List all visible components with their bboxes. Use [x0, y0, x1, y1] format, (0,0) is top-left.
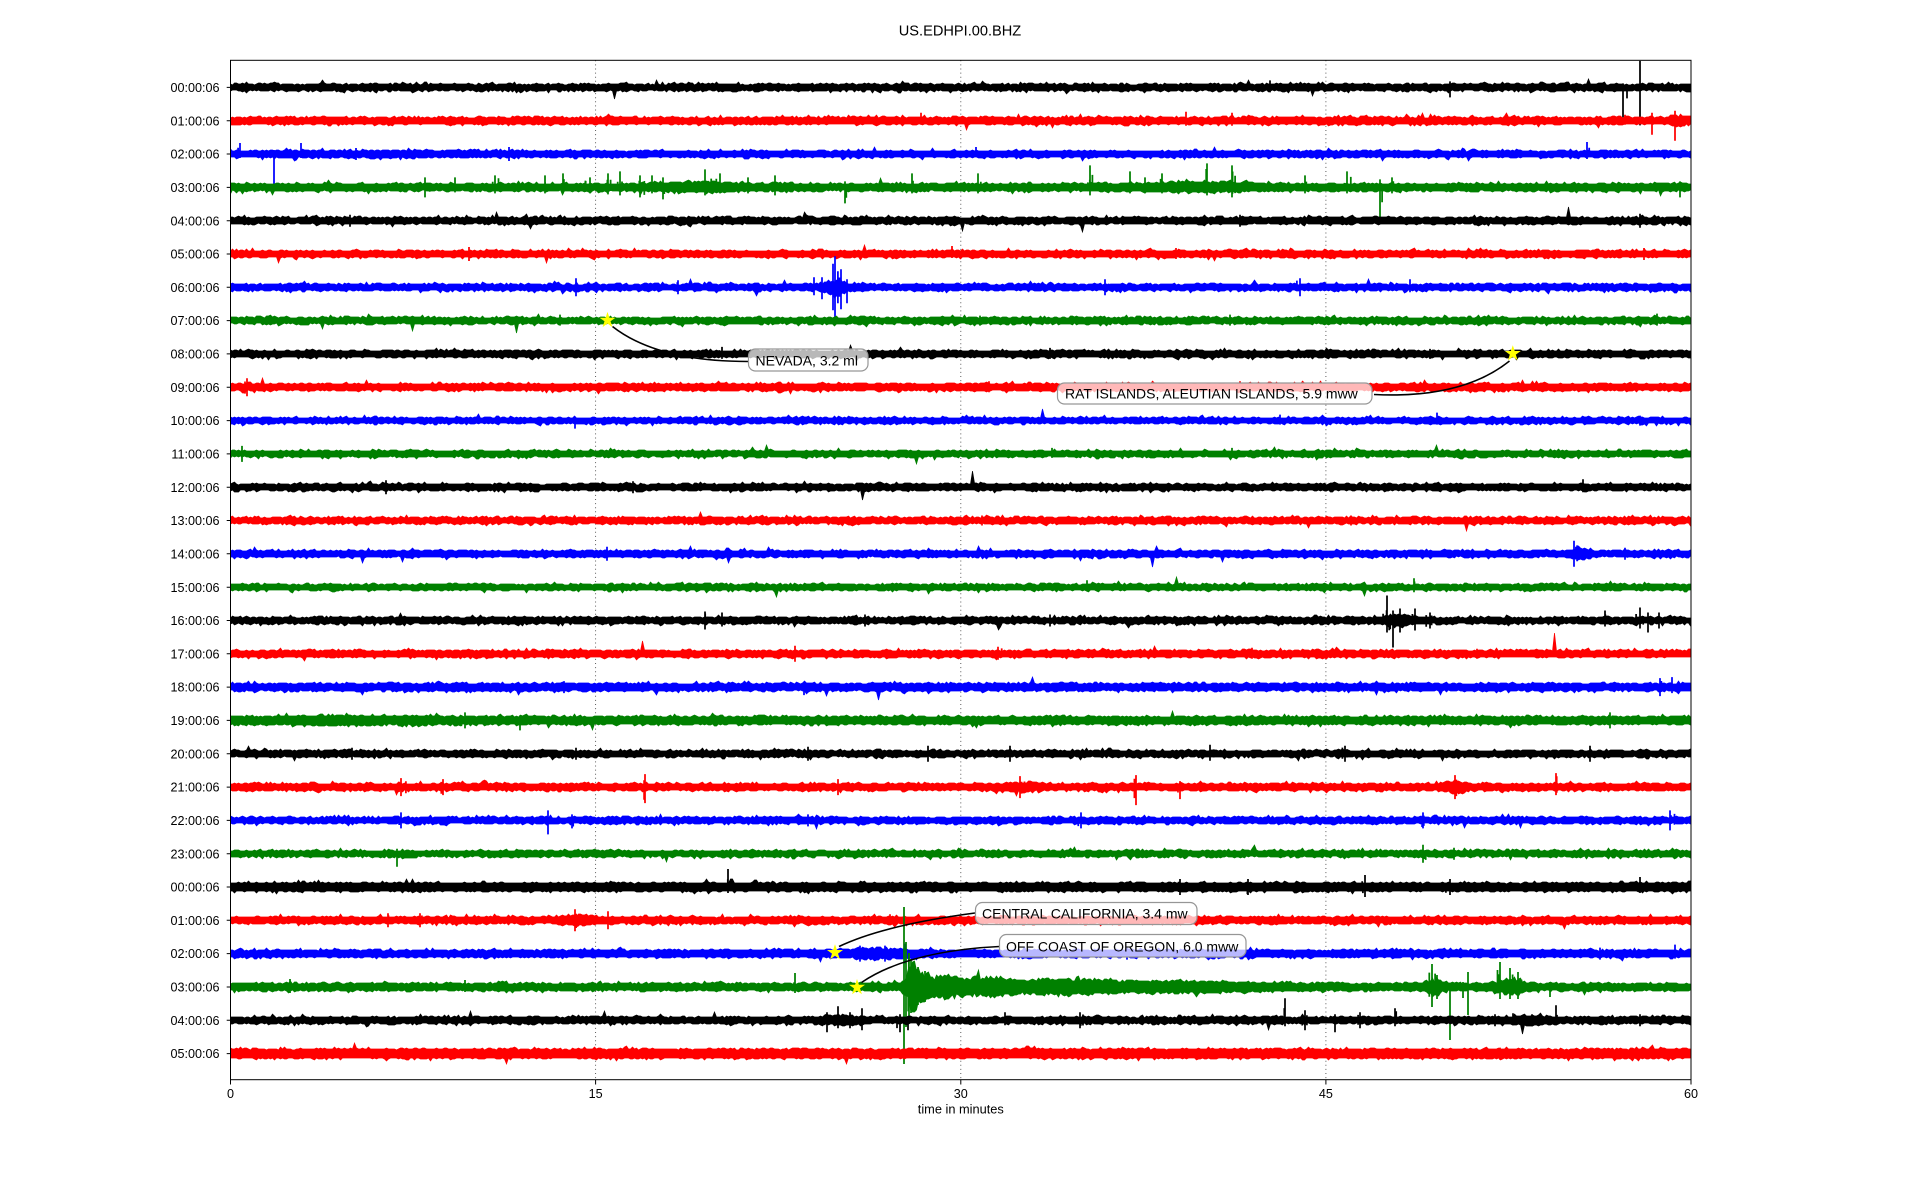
- svg-text:time in minutes: time in minutes: [918, 1102, 1004, 1117]
- svg-text:21:00:06: 21:00:06: [170, 781, 219, 795]
- svg-text:13:00:06: 13:00:06: [170, 514, 219, 528]
- svg-text:11:00:06: 11:00:06: [171, 448, 219, 462]
- svg-text:05:00:06: 05:00:06: [170, 1047, 219, 1061]
- svg-text:10:00:06: 10:00:06: [170, 414, 219, 428]
- svg-text:01:00:06: 01:00:06: [170, 914, 219, 928]
- svg-text:12:00:06: 12:00:06: [170, 481, 219, 495]
- svg-text:06:00:06: 06:00:06: [170, 281, 219, 295]
- svg-text:05:00:06: 05:00:06: [170, 248, 219, 262]
- svg-text:00:00:06: 00:00:06: [170, 81, 219, 95]
- svg-text:08:00:06: 08:00:06: [170, 348, 219, 362]
- svg-text:RAT ISLANDS, ALEUTIAN ISLANDS,: RAT ISLANDS, ALEUTIAN ISLANDS, 5.9 mww: [1065, 386, 1359, 402]
- svg-text:US.EDHPI.00.BHZ: US.EDHPI.00.BHZ: [899, 24, 1022, 40]
- svg-text:00:00:06: 00:00:06: [170, 881, 219, 895]
- svg-text:0: 0: [227, 1087, 234, 1101]
- svg-text:17:00:06: 17:00:06: [170, 647, 219, 661]
- svg-text:07:00:06: 07:00:06: [170, 314, 219, 328]
- svg-text:18:00:06: 18:00:06: [170, 681, 219, 695]
- svg-text:09:00:06: 09:00:06: [170, 381, 219, 395]
- svg-text:04:00:06: 04:00:06: [170, 214, 219, 228]
- svg-text:15: 15: [589, 1087, 603, 1101]
- svg-text:03:00:06: 03:00:06: [170, 181, 219, 195]
- svg-text:04:00:06: 04:00:06: [170, 1014, 219, 1028]
- svg-text:NEVADA, 3.2 ml: NEVADA, 3.2 ml: [756, 353, 858, 369]
- svg-text:23:00:06: 23:00:06: [170, 847, 219, 861]
- svg-text:02:00:06: 02:00:06: [170, 148, 219, 162]
- svg-text:02:00:06: 02:00:06: [170, 947, 219, 961]
- svg-text:16:00:06: 16:00:06: [170, 614, 219, 628]
- svg-text:CENTRAL CALIFORNIA, 3.4 mw: CENTRAL CALIFORNIA, 3.4 mw: [982, 906, 1189, 922]
- svg-text:01:00:06: 01:00:06: [170, 114, 219, 128]
- svg-text:OFF COAST OF OREGON, 6.0 mww: OFF COAST OF OREGON, 6.0 mww: [1006, 939, 1239, 955]
- svg-text:14:00:06: 14:00:06: [170, 547, 219, 561]
- svg-text:19:00:06: 19:00:06: [170, 714, 219, 728]
- svg-text:22:00:06: 22:00:06: [170, 814, 219, 828]
- svg-text:20:00:06: 20:00:06: [170, 747, 219, 761]
- svg-text:03:00:06: 03:00:06: [170, 981, 219, 995]
- svg-text:45: 45: [1319, 1087, 1333, 1101]
- svg-text:30: 30: [954, 1087, 968, 1101]
- svg-text:15:00:06: 15:00:06: [170, 581, 219, 595]
- svg-text:60: 60: [1684, 1087, 1698, 1101]
